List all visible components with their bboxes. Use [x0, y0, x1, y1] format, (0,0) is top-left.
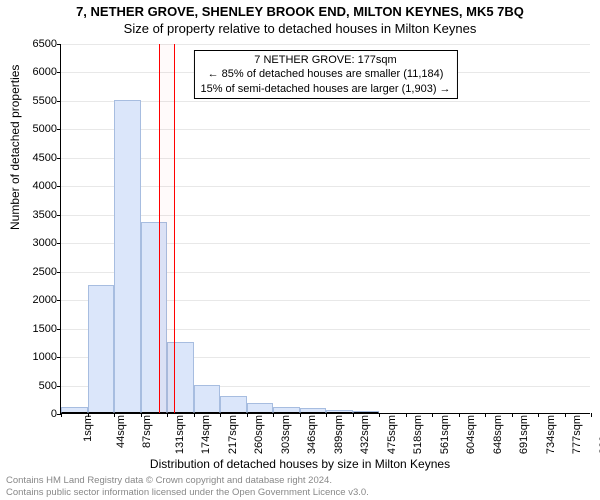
x-tick-mark — [512, 413, 513, 417]
y-tick-label: 4000 — [33, 180, 61, 192]
x-tick-label: 303sqm — [280, 415, 292, 454]
x-tick-mark — [459, 413, 460, 417]
page-title: 7, NETHER GROVE, SHENLEY BROOK END, MILT… — [0, 0, 600, 19]
histogram-bar — [194, 385, 221, 413]
x-tick-label: 44sqm — [115, 415, 127, 448]
x-tick-label: 777sqm — [571, 415, 583, 454]
callout-line: ← 85% of detached houses are smaller (11… — [200, 67, 450, 81]
histogram-bar — [353, 411, 380, 413]
histogram-bar — [61, 407, 88, 413]
y-axis-label: Number of detached properties — [8, 65, 22, 230]
x-tick-label: 87sqm — [141, 415, 153, 448]
x-tick-label: 475sqm — [386, 415, 398, 454]
highlight-band — [159, 44, 175, 413]
y-tick-label: 0 — [51, 408, 61, 420]
x-tick-mark — [194, 413, 195, 417]
y-tick-label: 5500 — [33, 95, 61, 107]
x-tick-mark — [379, 413, 380, 417]
y-tick-label: 1000 — [33, 351, 61, 363]
callout-line: 7 NETHER GROVE: 177sqm — [200, 53, 450, 67]
histogram-bar — [300, 408, 327, 413]
footnote: Contains HM Land Registry data © Crown c… — [6, 475, 594, 498]
y-tick-label: 3000 — [33, 237, 61, 249]
y-tick-label: 3500 — [33, 209, 61, 221]
x-tick-label: 217sqm — [227, 415, 239, 454]
histogram-bar — [326, 410, 353, 413]
callout-line: 15% of semi-detached houses are larger (… — [200, 82, 450, 96]
gridline — [61, 44, 590, 45]
x-tick-label: 604sqm — [465, 415, 477, 454]
x-tick-mark — [565, 413, 566, 417]
x-tick-mark — [538, 413, 539, 417]
x-tick-mark — [141, 413, 142, 417]
histogram-bar — [247, 403, 274, 413]
x-tick-label: 691sqm — [518, 415, 530, 454]
x-tick-label: 1sqm — [82, 415, 94, 442]
x-tick-mark — [247, 413, 248, 417]
x-tick-mark — [326, 413, 327, 417]
x-tick-label: 346sqm — [306, 415, 318, 454]
y-tick-label: 4500 — [33, 152, 61, 164]
histogram-bar — [273, 407, 300, 413]
callout-box: 7 NETHER GROVE: 177sqm← 85% of detached … — [193, 50, 457, 99]
y-tick-label: 500 — [39, 380, 61, 392]
x-tick-label: 131sqm — [174, 415, 186, 454]
y-tick-label: 1500 — [33, 323, 61, 335]
x-tick-mark — [353, 413, 354, 417]
x-tick-label: 561sqm — [439, 415, 451, 454]
plot-area: 0500100015002000250030003500400045005000… — [60, 44, 590, 414]
x-tick-mark — [300, 413, 301, 417]
x-tick-label: 432sqm — [359, 415, 371, 454]
x-tick-mark — [273, 413, 274, 417]
x-tick-mark — [591, 413, 592, 417]
page-subtitle: Size of property relative to detached ho… — [0, 19, 600, 36]
x-tick-label: 734sqm — [545, 415, 557, 454]
x-tick-mark — [114, 413, 115, 417]
x-tick-label: 260sqm — [253, 415, 265, 454]
x-tick-mark — [485, 413, 486, 417]
x-tick-label: 174sqm — [200, 415, 212, 454]
x-tick-label: 389sqm — [333, 415, 345, 454]
x-tick-mark — [167, 413, 168, 417]
footnote-line2: Contains public sector information licen… — [6, 487, 594, 498]
x-tick-mark — [88, 413, 89, 417]
x-tick-mark — [432, 413, 433, 417]
x-tick-mark — [406, 413, 407, 417]
y-tick-label: 6000 — [33, 66, 61, 78]
x-tick-label: 648sqm — [492, 415, 504, 454]
x-axis-label: Distribution of detached houses by size … — [0, 457, 600, 471]
x-tick-mark — [220, 413, 221, 417]
histogram-bar — [88, 285, 115, 413]
x-tick-label: 518sqm — [412, 415, 424, 454]
y-tick-label: 2500 — [33, 266, 61, 278]
x-tick-mark — [61, 413, 62, 417]
y-tick-label: 6500 — [33, 38, 61, 50]
histogram-bar — [114, 100, 141, 413]
histogram-bar — [220, 396, 247, 413]
y-tick-label: 2000 — [33, 294, 61, 306]
y-tick-label: 5000 — [33, 123, 61, 135]
footnote-line1: Contains HM Land Registry data © Crown c… — [6, 475, 594, 486]
